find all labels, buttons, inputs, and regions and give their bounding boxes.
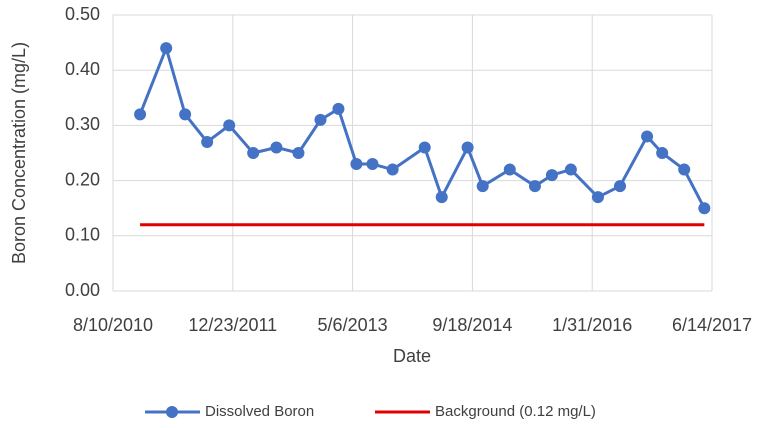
data-point <box>418 141 431 154</box>
y-tick-label: 0.20 <box>65 169 100 189</box>
y-axis-title: Boron Concentration (mg/L) <box>9 42 29 264</box>
data-point <box>179 108 192 121</box>
legend-label: Dissolved Boron <box>205 403 314 420</box>
data-point <box>134 108 147 121</box>
data-point <box>698 202 711 215</box>
x-axis-title: Date <box>393 346 431 366</box>
legend-label: Background (0.12 mg/L) <box>435 403 596 420</box>
legend-marker <box>166 406 178 418</box>
data-point <box>366 158 379 171</box>
x-tick-label: 12/23/2011 <box>188 315 277 335</box>
data-point <box>476 180 489 193</box>
data-point <box>350 158 363 171</box>
data-point <box>160 42 173 55</box>
data-point <box>247 147 260 159</box>
x-tick-label: 6/14/2017 <box>672 315 752 335</box>
data-point <box>386 163 399 176</box>
y-tick-label: 0.40 <box>65 59 100 79</box>
data-point <box>461 141 474 154</box>
x-tick-label: 8/10/2010 <box>73 315 153 335</box>
data-point <box>292 147 305 159</box>
data-point <box>545 169 558 182</box>
y-tick-label: 0.50 <box>65 4 100 24</box>
data-point <box>332 102 345 115</box>
data-point <box>435 191 448 204</box>
data-point <box>314 113 327 126</box>
y-tick-label: 0.10 <box>65 225 100 245</box>
y-tick-label: 0.00 <box>65 280 100 300</box>
data-point <box>641 130 654 143</box>
data-point <box>223 119 236 132</box>
data-point <box>656 147 669 159</box>
data-point <box>528 180 541 193</box>
x-tick-label: 1/31/2016 <box>552 315 632 335</box>
data-point <box>591 191 604 204</box>
data-point <box>678 163 691 176</box>
data-point <box>270 141 283 154</box>
data-point <box>564 163 577 176</box>
data-point <box>201 135 214 148</box>
data-point <box>503 163 516 176</box>
y-tick-label: 0.30 <box>65 114 100 134</box>
x-tick-label: 5/6/2013 <box>318 315 388 335</box>
x-tick-label: 9/18/2014 <box>432 315 512 335</box>
data-point <box>613 180 626 193</box>
